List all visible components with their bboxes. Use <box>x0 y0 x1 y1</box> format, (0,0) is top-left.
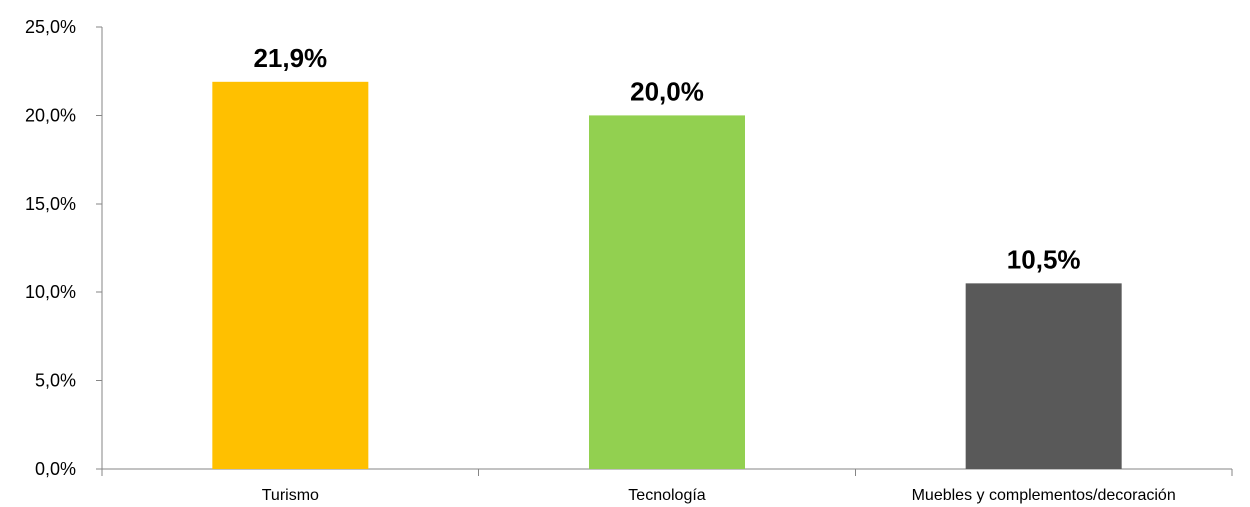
y-tick-label: 20,0% <box>25 105 76 125</box>
x-axis: Turismo Tecnología Muebles y complementos/… <box>101 468 1233 504</box>
data-label: 10,5% <box>1007 244 1081 274</box>
bar <box>589 115 745 470</box>
data-label: 21,9% <box>253 43 327 73</box>
y-tick-label: 5,0% <box>35 371 76 391</box>
x-tick-label: Muebles y complementos/decoración <box>912 487 1176 504</box>
bars <box>212 81 1122 470</box>
y-tick-label: 10,0% <box>25 282 76 302</box>
data-labels: 21,9% 20,0% 10,5% <box>253 43 1080 275</box>
y-axis: 0,0% 5,0% 10,0% 15,0% 20,0% 25,0% <box>25 17 103 479</box>
x-tick-label: Tecnología <box>628 487 705 504</box>
x-tick-label: Turismo <box>262 487 319 504</box>
bar <box>965 283 1122 469</box>
y-tick-label: 15,0% <box>25 194 76 214</box>
bar <box>212 81 369 470</box>
y-tick-label: 0,0% <box>35 459 76 479</box>
y-tick-label: 25,0% <box>25 17 76 37</box>
data-label: 20,0% <box>630 76 704 106</box>
